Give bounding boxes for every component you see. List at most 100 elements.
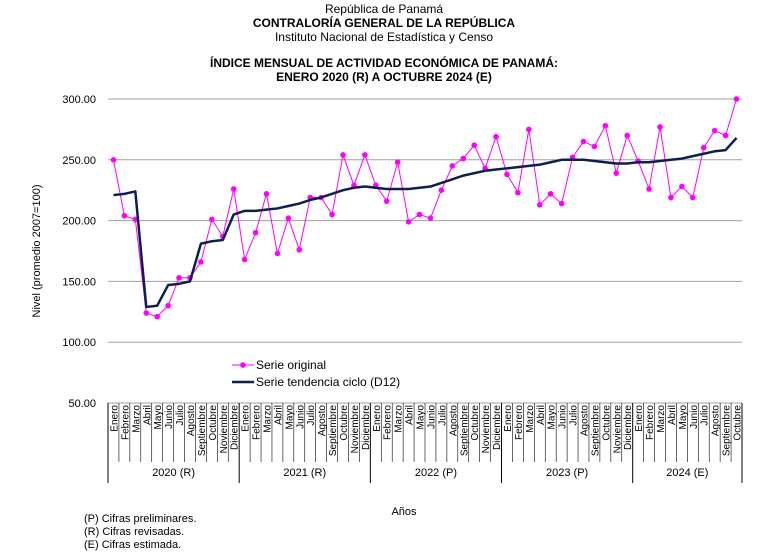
original-series-point [176,274,182,281]
original-series-point [504,171,510,178]
institution-heading: CONTRALORÍA GENERAL DE LA REPÚBLICA [252,16,516,30]
year-label: 2022 (P) [415,467,457,479]
x-tick-label: Noviembre [612,405,623,454]
year-label: 2020 (R) [152,467,195,479]
x-tick-label: Diciembre [623,405,634,450]
original-series-point [394,159,401,166]
x-tick-label: Septiembre [197,405,208,457]
x-tick-label: Septiembre [722,405,733,457]
original-series-point [154,313,160,320]
x-tick-label: Julio [700,405,711,426]
original-series-point [547,191,554,197]
x-tick-label: Octubre [208,405,219,441]
legend-label: Serie tendencia ciclo (D12) [256,375,400,389]
year-label: 2023 (P) [546,467,588,479]
x-tick-label: Enero [372,405,383,432]
original-series-point [296,246,303,253]
note-estimated: (E) Cifras estimada. [84,539,182,551]
original-series-point [230,186,237,192]
original-series-point [416,211,423,218]
x-tick-label: Agosto [448,405,459,437]
original-series-point [362,152,368,158]
original-series-point [722,132,729,139]
y-tick-label: 250.00 [62,155,96,167]
x-tick-label: Diciembre [492,405,503,450]
original-series-point [274,250,281,257]
x-tick-label: Marzo [525,405,536,433]
x-tick-label: Agosto [711,405,722,437]
x-tick-label: Junio [558,405,569,429]
x-tick-label: Agosto [186,405,197,437]
x-tick-label: Julio [306,405,317,426]
x-tick-label: Septiembre [590,405,601,457]
original-series-point [143,310,150,316]
x-tick-label: Agosto [317,405,328,437]
y-tick-label: 200.00 [62,216,96,228]
original-series-point [427,215,434,221]
original-series-point [668,194,674,201]
original-series-point [285,215,292,221]
x-tick-label: Marzo [263,405,274,433]
x-tick-label: Abril [142,405,153,425]
original-series-point [198,259,204,265]
x-tick-label: Abril [667,405,678,425]
x-tick-label: Mayo [284,405,295,430]
y-tick-label: 50.00 [68,398,96,410]
original-series-point [679,183,685,190]
x-tick-label: Octubre [339,405,350,441]
original-series-point [711,127,718,134]
original-series-point [602,122,609,129]
x-tick-label: Marzo [394,405,405,433]
x-tick-label: Octubre [470,405,481,441]
original-series-point [591,143,598,150]
country-heading: República de Panamá [324,2,444,16]
original-series-point [526,126,532,133]
x-tick-label: Febrero [252,405,263,440]
original-series-point [121,212,128,219]
x-tick-label: Junio [295,405,306,429]
x-tick-label: Abril [273,405,284,425]
original-series-point [613,170,620,176]
x-tick-label: Septiembre [328,405,339,457]
x-tick-label: Febrero [645,405,656,440]
x-tick-label: Julio [569,405,580,426]
chart-subtitle: ENERO 2020 (R) A OCTUBRE 2024 (E) [276,70,492,84]
x-tick-label: Octubre [601,405,612,441]
original-series-point [263,191,270,197]
x-tick-label: Junio [426,405,437,429]
legend-marker [240,362,246,368]
original-series-point [493,133,499,140]
x-tick-label: Noviembre [219,405,230,454]
original-series-point [657,124,663,130]
original-series-point [252,229,259,236]
original-series-point [580,138,587,145]
trend-series-line [113,137,738,309]
x-tick-label: Mayo [153,405,164,430]
y-tick-label: 150.00 [62,276,96,288]
year-label: 2024 (E) [666,467,708,479]
x-tick-label: Noviembre [350,405,361,454]
x-tick-label: Julio [175,405,186,426]
x-tick-label: Diciembre [361,405,372,450]
original-series-point [438,187,445,193]
x-tick-label: Mayo [678,405,689,430]
original-series-point [536,201,543,208]
original-series-point [700,144,707,151]
x-tick-label: Septiembre [459,405,470,457]
x-tick-label: Junio [689,405,700,429]
original-series-point [515,189,521,196]
chart-title: ÍNDICE MENSUAL DE ACTIVIDAD ECONÓMICA DE… [209,56,558,70]
x-tick-label: Mayo [416,405,427,430]
x-tick-label: Octubre [733,405,744,441]
x-tick-label: Abril [536,405,547,425]
original-series-point [460,155,467,162]
x-tick-label: Diciembre [230,405,241,450]
original-series-point [646,186,652,192]
x-tick-label: Enero [503,405,514,432]
x-tick-label: Marzo [656,405,667,433]
x-axis-label: Años [391,506,417,518]
institute-heading: Instituto Nacional de Estadística y Cens… [274,30,494,44]
original-series-point [209,216,215,223]
original-series-point [329,211,335,218]
